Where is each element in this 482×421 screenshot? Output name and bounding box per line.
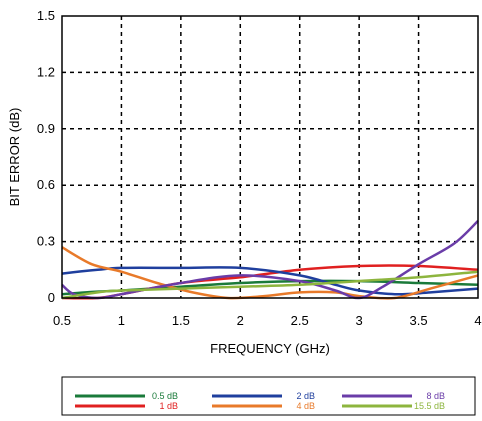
y-axis-title: BIT ERROR (dB) (7, 108, 22, 207)
y-tick-label: 0 (48, 290, 55, 305)
legend-label: 2 dB (296, 391, 315, 401)
x-tick-label: 1.5 (172, 313, 190, 328)
x-tick-label: 0.5 (53, 313, 71, 328)
x-tick-label: 2.5 (291, 313, 309, 328)
y-tick-label: 0.3 (37, 234, 55, 249)
legend-label: 4 dB (296, 401, 315, 411)
ticks: 0.5 1 1.5 2 2.5 3 3.5 4 0 0.3 0.6 0.9 1.2 1.5 (37, 8, 482, 328)
legend-label: 0.5 dB (152, 391, 178, 401)
x-tick-label: 3 (356, 313, 363, 328)
series-line-6 (61, 270, 479, 300)
x-tick-label: 4 (474, 313, 481, 328)
x-tick-label: 1 (118, 313, 125, 328)
y-tick-label: 1.2 (37, 64, 55, 79)
grid (62, 16, 478, 298)
x-tick-label: 2 (237, 313, 244, 328)
legend-label: 8 dB (426, 391, 445, 401)
y-tick-label: 1.5 (37, 8, 55, 23)
y-tick-label: 0.6 (37, 177, 55, 192)
y-tick-label: 0.9 (37, 121, 55, 136)
legend-label: 1 dB (159, 401, 178, 411)
x-tick-label: 3.5 (410, 313, 428, 328)
legend-label: 15.5 dB (414, 401, 445, 411)
plot-frame (61, 15, 479, 299)
x-axis-title: FREQUENCY (GHz) (210, 341, 330, 356)
